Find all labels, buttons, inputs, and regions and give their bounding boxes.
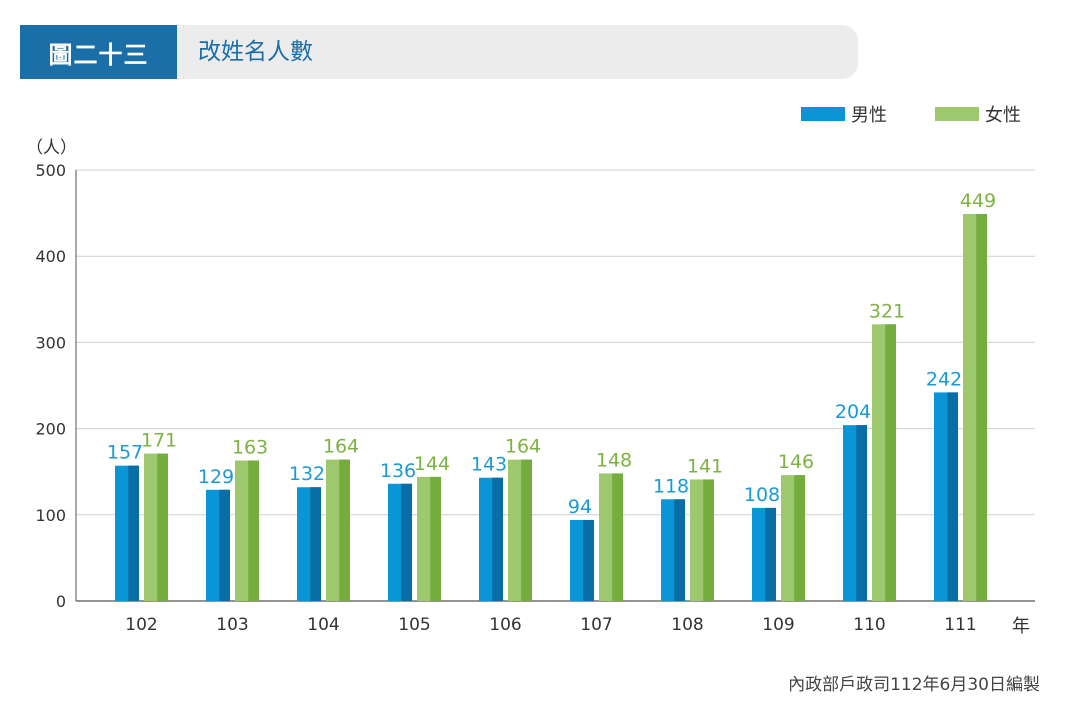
y-tick-label: 400 bbox=[35, 247, 66, 266]
data-label-female: 144 bbox=[414, 453, 450, 475]
x-tick-label: 102 bbox=[125, 615, 157, 635]
data-label-female: 171 bbox=[141, 430, 177, 452]
data-label-male: 204 bbox=[835, 401, 871, 423]
bar-female-shade bbox=[976, 213, 987, 601]
bar-male-shade bbox=[856, 425, 867, 601]
data-label-male: 136 bbox=[380, 460, 416, 482]
bar-female-shade bbox=[430, 476, 441, 601]
y-tick-label: 300 bbox=[35, 333, 66, 352]
bar-male-shade bbox=[492, 477, 503, 601]
bar-male-shade bbox=[583, 519, 594, 601]
data-label-male: 118 bbox=[653, 475, 689, 497]
bar-male-shade bbox=[765, 507, 776, 601]
bar-male-shade bbox=[947, 392, 958, 601]
bar-male-shade bbox=[674, 499, 685, 601]
data-label-female: 141 bbox=[687, 455, 723, 477]
data-label-male: 108 bbox=[744, 484, 780, 506]
data-label-male: 129 bbox=[198, 466, 234, 488]
data-label-female: 164 bbox=[323, 436, 359, 458]
bar-male-shade bbox=[310, 487, 321, 601]
y-tick-label: 0 bbox=[56, 592, 66, 611]
x-tick-label: 110 bbox=[853, 615, 885, 635]
data-label-male: 157 bbox=[107, 442, 143, 464]
legend-male-swatch bbox=[801, 107, 845, 121]
bar-female-shade bbox=[157, 453, 168, 601]
x-tick-label: 106 bbox=[489, 615, 521, 635]
legend-female: 女性 bbox=[935, 103, 1021, 126]
x-tick-label: 107 bbox=[580, 615, 612, 635]
x-tick-label: 109 bbox=[762, 615, 794, 635]
x-tick-label: 104 bbox=[307, 615, 339, 635]
legend-male-label: 男性 bbox=[851, 105, 887, 126]
data-label-female: 164 bbox=[505, 436, 541, 458]
bar-female-shade bbox=[703, 479, 714, 601]
y-axis-unit-label: （人） bbox=[26, 138, 77, 158]
bar-male-shade bbox=[401, 483, 412, 601]
bar-female-shade bbox=[794, 475, 805, 601]
data-label-female: 321 bbox=[869, 300, 905, 322]
data-label-male: 242 bbox=[926, 368, 962, 390]
legend-female-label: 女性 bbox=[985, 105, 1021, 126]
data-label-female: 148 bbox=[596, 449, 632, 471]
data-label-female: 163 bbox=[232, 436, 268, 458]
y-tick-label: 200 bbox=[35, 420, 66, 439]
data-label-male: 132 bbox=[289, 463, 325, 485]
x-tick-label: 103 bbox=[216, 615, 248, 635]
x-axis-unit-label: 年 bbox=[1012, 616, 1030, 637]
bar-male-shade bbox=[219, 489, 230, 601]
data-label-female: 146 bbox=[778, 451, 814, 473]
chart-title: 改姓名人數 bbox=[198, 39, 313, 65]
y-tick-label: 100 bbox=[35, 506, 66, 525]
source-note: 內政部戶政司112年6月30日編製 bbox=[788, 675, 1040, 695]
data-label-male: 143 bbox=[471, 454, 507, 476]
y-tick-label: 500 bbox=[35, 161, 66, 180]
data-label-male: 94 bbox=[568, 496, 592, 518]
bar-female-shade bbox=[339, 459, 350, 601]
x-tick-label: 105 bbox=[398, 615, 430, 635]
x-tick-label: 108 bbox=[671, 615, 703, 635]
legend-female-swatch bbox=[935, 107, 979, 121]
data-label-female: 449 bbox=[960, 190, 996, 212]
legend-male: 男性 bbox=[801, 103, 887, 126]
x-tick-label: 111 bbox=[944, 615, 976, 635]
bar-female-shade bbox=[521, 459, 532, 601]
figure-number-badge: 圖二十三 bbox=[20, 25, 177, 79]
bar-male-shade bbox=[128, 465, 139, 601]
bar-female-shade bbox=[612, 473, 623, 601]
bar-female-shade bbox=[248, 460, 259, 601]
bar-female-shade bbox=[885, 324, 896, 601]
